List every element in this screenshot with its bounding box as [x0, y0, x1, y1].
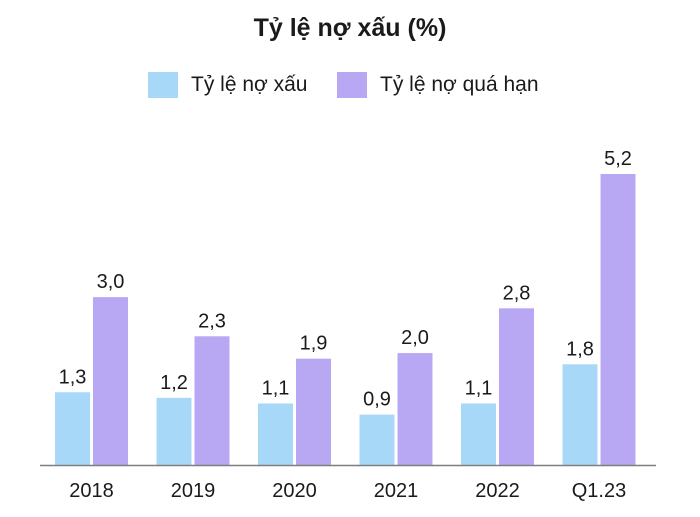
data-label-series-2-2022: 2,8 — [503, 282, 531, 304]
bar-series-1-2018 — [55, 392, 90, 465]
bar-series-1-Q1.23 — [562, 364, 598, 465]
bar-series-1-2019 — [156, 397, 192, 465]
x-tick-label-2022: 2022 — [475, 480, 520, 502]
data-label-series-2-2021: 2,0 — [401, 327, 429, 349]
x-tick-label-2018: 2018 — [69, 480, 114, 502]
bar-series-2-2022 — [499, 308, 534, 465]
data-label-series-1-2018: 1,3 — [59, 366, 87, 388]
x-tick-label-2019: 2019 — [171, 480, 216, 502]
bar-series-2-2021 — [397, 353, 433, 465]
data-label-series-2-Q1.23: 5,2 — [604, 148, 632, 170]
bar-series-2-2020 — [296, 358, 331, 465]
bar-series-1-2022 — [461, 403, 496, 465]
data-label-series-2-2020: 1,9 — [300, 333, 328, 355]
data-label-series-1-2020: 1,1 — [262, 377, 290, 399]
legend-item-series-2: Tỷ lệ nợ quá hạn — [337, 70, 539, 100]
data-label-series-2-2018: 3,0 — [97, 271, 125, 293]
x-tick-label-2021: 2021 — [374, 480, 419, 502]
bar-series-1-2020 — [258, 403, 293, 465]
data-label-series-1-2022: 1,1 — [465, 377, 493, 399]
x-tick-label-Q1.23: Q1.23 — [572, 480, 626, 502]
bar-series-1-2021 — [359, 414, 395, 465]
legend-item-series-1: Tỷ lệ nợ xấu — [148, 70, 307, 100]
chart-title: Tỷ lệ nợ xấu (%) — [253, 14, 447, 42]
legend-label-series-1: Tỷ lệ nợ xấu — [191, 73, 308, 96]
legend-swatch-series-1 — [148, 72, 178, 98]
bar-series-2-2018 — [93, 297, 128, 465]
legend: Tỷ lệ nợ xấu Tỷ lệ nợ quá hạn — [0, 70, 700, 100]
bar-series-2-Q1.23 — [600, 174, 636, 465]
legend-swatch-series-2 — [337, 72, 367, 98]
bar-series-2-2019 — [194, 336, 230, 465]
x-tick-label-2020: 2020 — [272, 480, 317, 502]
legend-label-series-2: Tỷ lệ nợ quá hạn — [380, 73, 539, 96]
data-label-series-1-2021: 0,9 — [363, 389, 391, 411]
data-label-series-1-2019: 1,2 — [160, 372, 188, 394]
data-label-series-2-2019: 2,3 — [198, 310, 226, 332]
data-label-series-1-Q1.23: 1,8 — [566, 338, 594, 360]
